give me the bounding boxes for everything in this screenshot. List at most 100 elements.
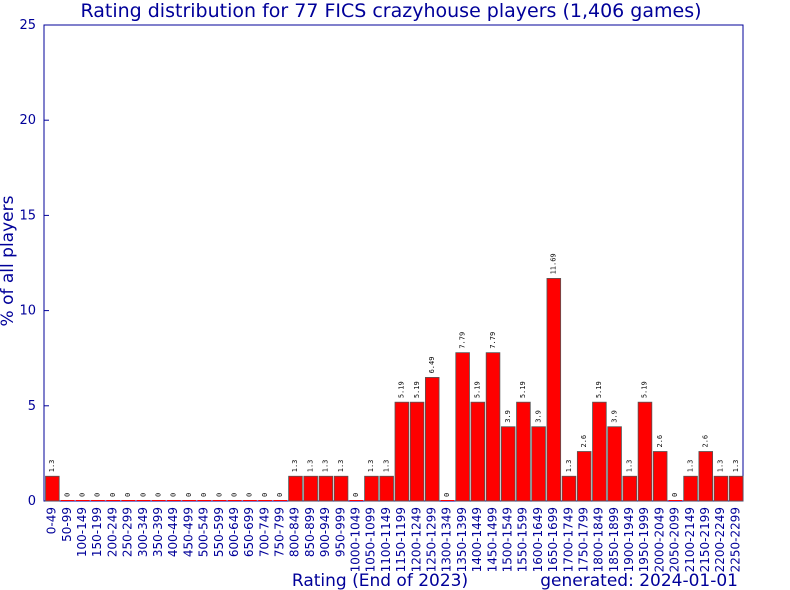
bar [516,401,531,502]
data-label: 1.3 [337,460,345,473]
data-label: 0 [671,493,679,497]
x-tick-label: 850-899 [303,507,317,557]
y-tick-label: 20 [19,113,36,128]
bar [607,426,622,502]
x-tick-label: 1400-1449 [470,507,484,572]
data-label: 1.3 [322,460,330,473]
x-tick-label: 150-199 [90,507,104,557]
data-label: 5.19 [595,381,603,398]
bar [318,475,334,502]
data-label: 2.6 [656,435,664,448]
y-axis-title: % of all players [0,195,18,326]
bar [197,500,212,501]
bar [683,475,698,502]
data-label: 0 [170,493,178,497]
x-tick-label: 1500-1549 [500,507,514,572]
bar [409,401,425,502]
x-tick-label: 1000-1049 [349,507,363,572]
bar [303,475,318,502]
data-label: 5.19 [474,381,482,398]
bar [167,500,181,501]
x-tick-label: 2200-2249 [713,507,727,572]
x-tick-label: 200-249 [105,507,119,557]
bar [45,475,60,502]
bar [668,500,683,501]
x-tick-label: 1950-1999 [637,507,651,572]
bar [364,475,379,502]
x-tick-label: 450-499 [181,507,195,557]
x-tick-label: 2100-2149 [683,507,697,572]
bar [531,426,546,502]
x-tick-label: 250-299 [121,507,135,557]
bar [60,500,75,501]
bar [273,500,288,501]
bar [500,426,516,502]
x-tick-label: 650-699 [242,507,256,557]
x-tick-label: 1200-1249 [409,507,423,572]
bar [470,401,486,502]
bar [637,401,653,502]
bar [576,451,592,502]
bar [698,451,714,502]
data-label: 5.19 [398,381,406,398]
x-tick-label: 950-999 [333,507,347,557]
bar [243,500,257,501]
x-tick-label: 300-349 [136,507,150,557]
bar [227,500,242,501]
x-tick-label: 1250-1299 [424,507,438,572]
bar [288,475,303,502]
bar [485,352,501,502]
data-label: 1.3 [48,460,56,473]
bar [379,475,394,502]
x-tick-label: 1150-1199 [394,507,408,572]
data-label: 11.69 [550,253,558,274]
y-tick-label: 10 [19,304,36,319]
x-tick-label: 1350-1399 [455,507,469,572]
bar [652,451,668,502]
data-label: 0 [78,493,86,497]
x-tick-label: 1700-1749 [561,507,575,572]
x-tick-label: 1900-1949 [622,507,636,572]
x-tick-label: 1650-1699 [546,507,560,572]
y-tick-label: 0 [28,494,36,509]
x-tick-label: 1100-1149 [379,507,393,572]
data-label: 1.3 [686,460,694,473]
data-label: 3.9 [534,410,542,423]
data-label: 0 [215,493,223,497]
data-label: 0 [230,493,238,497]
bar [349,500,364,501]
bar [455,352,470,502]
bar [136,500,151,501]
bar [713,475,729,502]
bar [728,475,744,502]
x-tick-label: 700-749 [257,507,271,557]
x-axis-title: Rating (End of 2023) [292,571,468,590]
x-tick-label: 1750-1799 [576,507,590,572]
x-tick-label: 100-149 [75,507,89,557]
data-label: 0 [443,493,451,497]
x-tick-label: 600-649 [227,507,241,557]
data-label: 2.6 [580,435,588,448]
x-tick-label: 400-449 [166,507,180,557]
x-tick-label: 1550-1599 [516,507,530,572]
x-tick-label: 1850-1899 [607,507,621,572]
bar [258,500,272,501]
data-label: 5.19 [413,381,421,398]
bar [182,500,196,501]
y-tick-label: 5 [28,399,36,414]
data-label: 1.3 [291,460,299,473]
data-label: 1.3 [306,460,314,473]
x-tick-label: 2150-2199 [698,507,712,572]
data-label: 6.49 [428,357,436,374]
bar [592,401,607,502]
data-label: 0 [154,493,162,497]
x-tick-label: 800-849 [288,507,302,557]
bar [622,475,638,502]
data-label: 2.6 [702,435,710,448]
bar [561,475,577,502]
bar [106,500,120,501]
data-label: 0 [124,493,132,497]
x-tick-label: 2250-2299 [728,507,742,572]
bar [546,278,562,502]
